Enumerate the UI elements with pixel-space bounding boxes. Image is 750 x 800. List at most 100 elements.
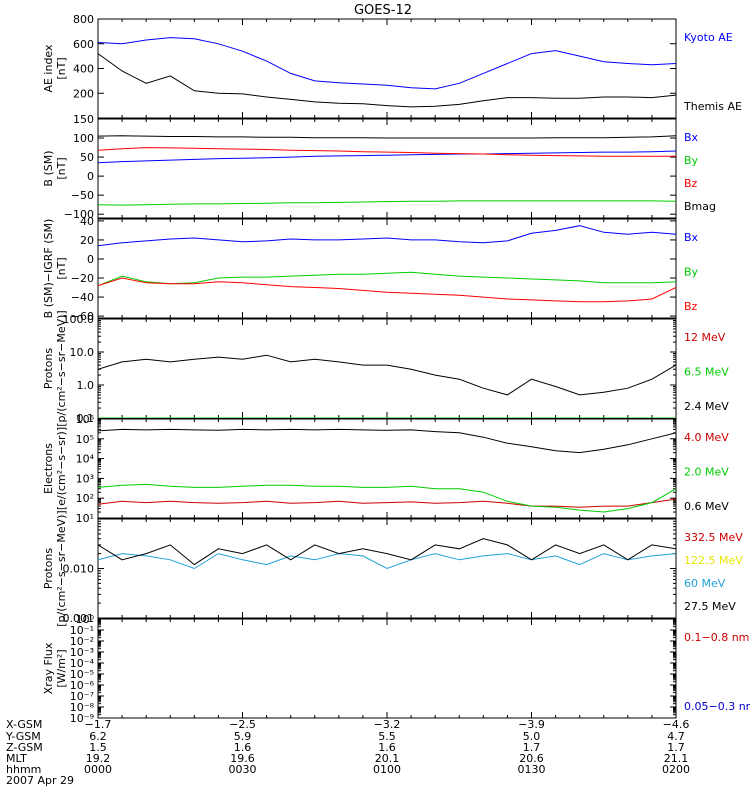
legend-entry: Themis AE [683, 100, 742, 113]
legend-entry: Bx [684, 131, 699, 144]
y-tick-label: 10¹ [76, 512, 94, 525]
legend-entry: 0.1−0.8 nm [684, 631, 749, 644]
y-tick-label: 400 [73, 63, 94, 76]
legend-entry: Bx [684, 231, 699, 244]
footer-value: 0130 [518, 763, 546, 776]
footer-value: 5.0 [523, 730, 541, 743]
panel-6: 0.001 0.010 Protons [p/(cm²−s−sr−MeV)] 332.5… [42, 510, 743, 626]
footer-row-label: 2007 Apr 29 [6, 774, 74, 787]
y-tick-label: 0 [87, 170, 94, 183]
footer-row-label: Y-GSM [5, 730, 41, 743]
y-axis-label: Protons [42, 348, 55, 389]
series-2-0-mev [98, 483, 676, 513]
legend-entry: 4.0 MeV [684, 431, 729, 444]
panel-4: 0.1 1.0 10.0 100.0 Protons [p/(cm²−s−sr−MeV)]… [42, 310, 729, 426]
footer-row-label: X-GSM [6, 718, 42, 731]
y-axis-label: Xray Flux [42, 642, 55, 694]
y-tick-label: 100 [73, 132, 94, 145]
y-axis-label: [nT] [55, 257, 68, 279]
legend-entry: 2.4 MeV [684, 400, 729, 413]
y-tick-label: 10⁻⁵ [70, 668, 94, 681]
footer-value: −3.2 [374, 718, 401, 731]
y-axis-label: [nT] [55, 57, 68, 79]
series-themis-ae [98, 53, 676, 108]
y-tick-label: 10⁻⁸ [70, 701, 95, 714]
y-tick-label: 800 [73, 13, 94, 26]
footer-value: −4.6 [663, 718, 690, 731]
y-axis-label: AE index [42, 44, 55, 93]
series-bx [98, 150, 676, 164]
footer-value: 5.5 [378, 730, 396, 743]
y-axis-label: [p/(cm²−s−sr−MeV)] [55, 310, 68, 426]
y-tick-label: 600 [73, 38, 94, 51]
y-tick-label: 200 [73, 87, 94, 100]
y-tick-label: 10² [76, 492, 94, 505]
y-tick-label: 10⁻⁷ [70, 690, 94, 703]
series-bz [98, 277, 676, 303]
panel-5: 10¹ 10² 10³ 10⁴ 10⁵ 10⁶ Electrons [e/(cm²−s−sr)… [42, 413, 729, 525]
panel-1: 200 400 600 800 AE index [nT] Kyoto AE Themis A… [42, 13, 742, 119]
legend-entry: 0.6 MeV [684, 500, 729, 513]
footer-value: 0000 [84, 763, 112, 776]
y-tick-label: 0.010 [63, 563, 95, 576]
legend-entry: Bz [684, 177, 698, 190]
plot-title: GOES-12 [354, 3, 412, 18]
legend-entry: Bmag [684, 200, 716, 213]
footer-value: −2.5 [229, 718, 256, 731]
footer-row-label: MLT [6, 752, 27, 765]
legend-entry: 6.5 MeV [684, 366, 729, 379]
footer-value: 6.2 [89, 730, 107, 743]
footer-value: 0100 [373, 763, 401, 776]
y-tick-label: −100 [64, 208, 94, 221]
footer-value: −1.7 [85, 718, 112, 731]
y-tick-label: 0.1 [77, 412, 95, 425]
y-axis-label: [nT] [55, 157, 68, 179]
y-tick-label: −60 [71, 310, 94, 323]
y-tick-label: 10⁰ [76, 613, 95, 626]
series-0-6-mev [98, 428, 676, 454]
y-tick-label: 0 [87, 253, 94, 266]
legend-entry: 0.05−0.3 nm [684, 700, 750, 713]
y-tick-label: 10.0 [70, 346, 95, 359]
y-tick-label: 10⁵ [76, 433, 94, 446]
y-tick-label: −40 [71, 291, 94, 304]
y-axis-label: [e/(cm²−s−sr)] [55, 427, 68, 510]
series-by [98, 200, 676, 206]
panel-3: −60 −40 −20 0 20 40 B (SM)−IGRF (SM) [nT] Bx By Bz [42, 215, 699, 323]
panel-frame [97, 118, 677, 219]
series-by [98, 271, 676, 287]
y-tick-label: 10⁻⁶ [70, 679, 95, 692]
y-tick-label: 10⁻¹ [70, 624, 94, 637]
legend-entry: By [684, 266, 699, 279]
legend-entry: Bz [684, 300, 698, 313]
footer-value: 0200 [662, 763, 690, 776]
series-4-0-mev [98, 498, 676, 508]
y-axis-label: B (SM)−IGRF (SM) [42, 219, 55, 319]
y-tick-label: 100.0 [63, 313, 95, 326]
y-axis-label: Electrons [42, 443, 55, 494]
footer-value: −3.9 [518, 718, 545, 731]
series-kyoto-ae [98, 37, 676, 90]
footer-value: 5.9 [234, 730, 252, 743]
y-tick-label: 10⁴ [76, 453, 95, 466]
panel-frame [97, 618, 677, 719]
y-axis-label: [p/(cm²−s−sr−MeV)] [55, 510, 68, 626]
footer-row-label: Z-GSM [6, 741, 43, 754]
y-tick-label: 40 [80, 215, 94, 228]
y-tick-label: −50 [71, 189, 94, 202]
footer-value: 21.1 [664, 752, 689, 765]
y-tick-label: 10⁻⁹ [70, 712, 94, 725]
legend-entry: 122.5 MeV [684, 554, 743, 567]
legend-entry: By [684, 154, 699, 167]
y-tick-label: −20 [71, 272, 94, 285]
y-axis-label: B (SM) [42, 150, 55, 186]
footer-value: 1.5 [89, 741, 107, 754]
y-tick-label: 1.0 [77, 379, 95, 392]
y-tick-label: 10⁻³ [70, 646, 94, 659]
panel-frame [97, 18, 677, 119]
footer-row-label: hhmm [6, 763, 41, 776]
footer-value: 1.7 [667, 741, 685, 754]
legend-entry: 27.5 MeV [684, 600, 736, 613]
